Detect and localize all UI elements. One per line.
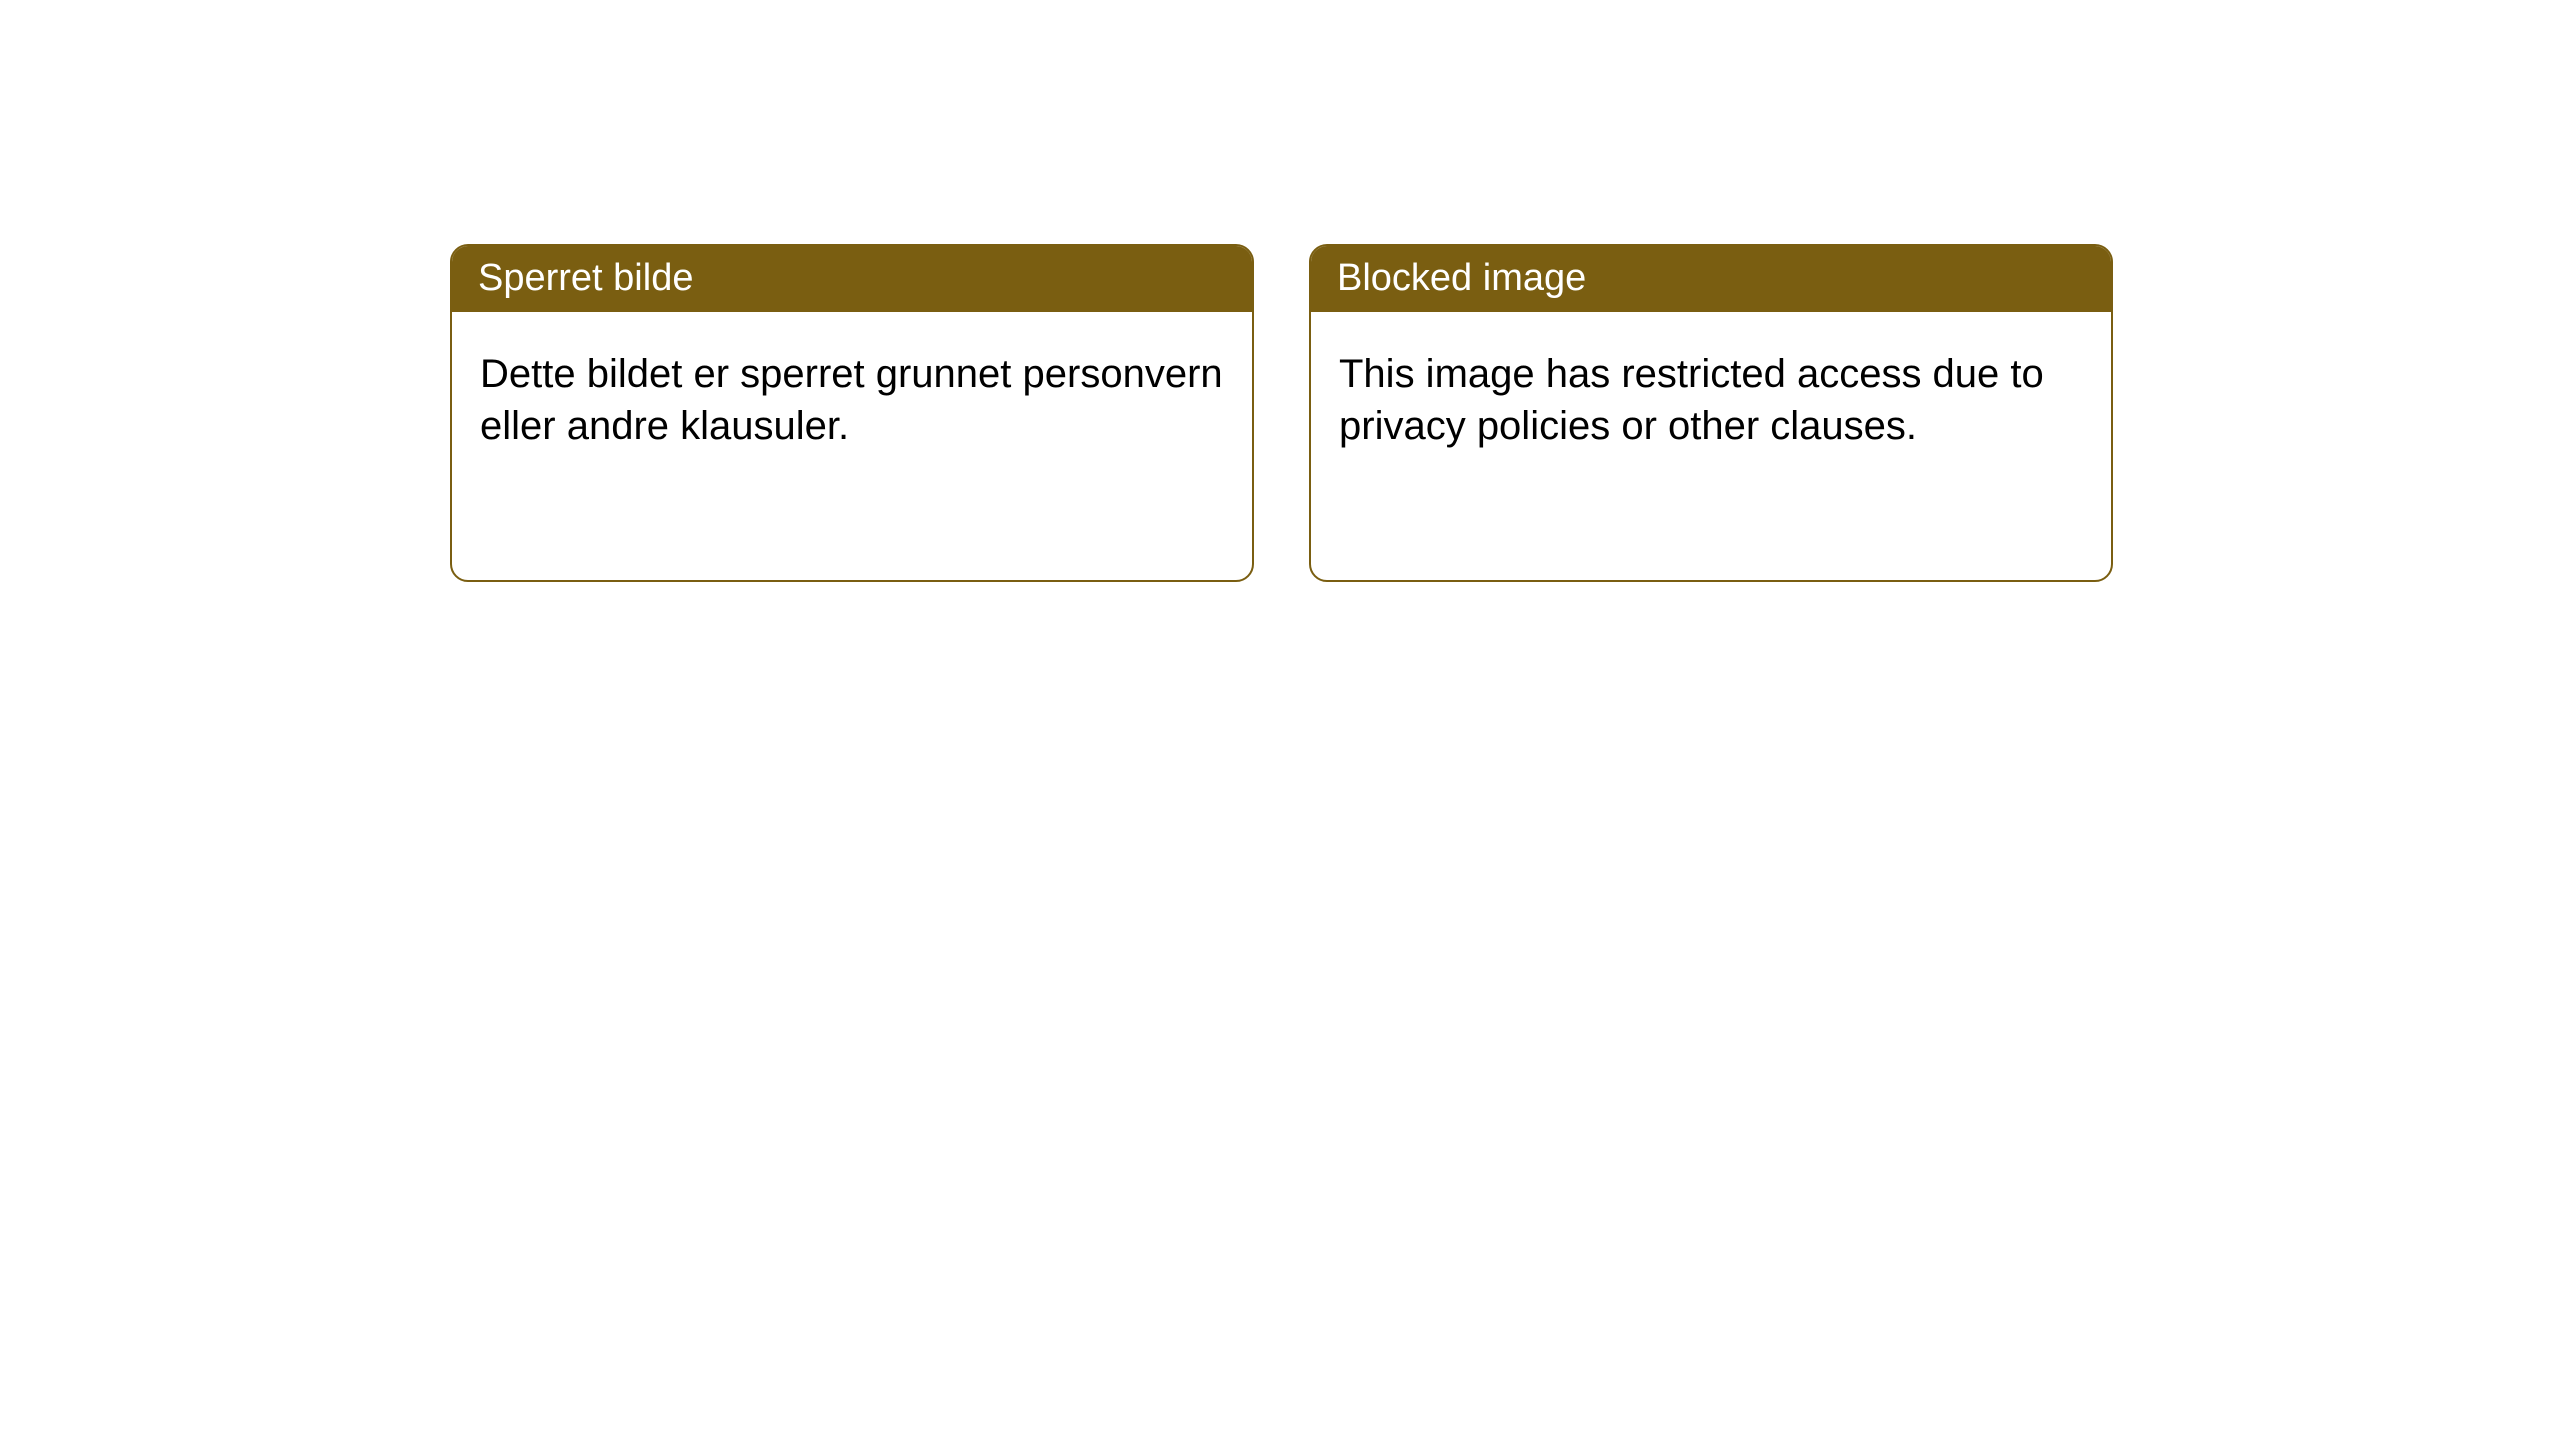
card-title: Blocked image	[1337, 257, 1586, 299]
card-body-text: This image has restricted access due to …	[1339, 352, 2044, 448]
card-header: Sperret bilde	[452, 246, 1252, 312]
card-body: Dette bildet er sperret grunnet personve…	[452, 312, 1252, 488]
card-title: Sperret bilde	[478, 257, 693, 299]
notice-card-norwegian: Sperret bilde Dette bildet er sperret gr…	[450, 244, 1254, 582]
card-body-text: Dette bildet er sperret grunnet personve…	[480, 352, 1223, 448]
card-body: This image has restricted access due to …	[1311, 312, 2111, 488]
notice-card-english: Blocked image This image has restricted …	[1309, 244, 2113, 582]
notice-cards-container: Sperret bilde Dette bildet er sperret gr…	[450, 244, 2113, 582]
card-header: Blocked image	[1311, 246, 2111, 312]
